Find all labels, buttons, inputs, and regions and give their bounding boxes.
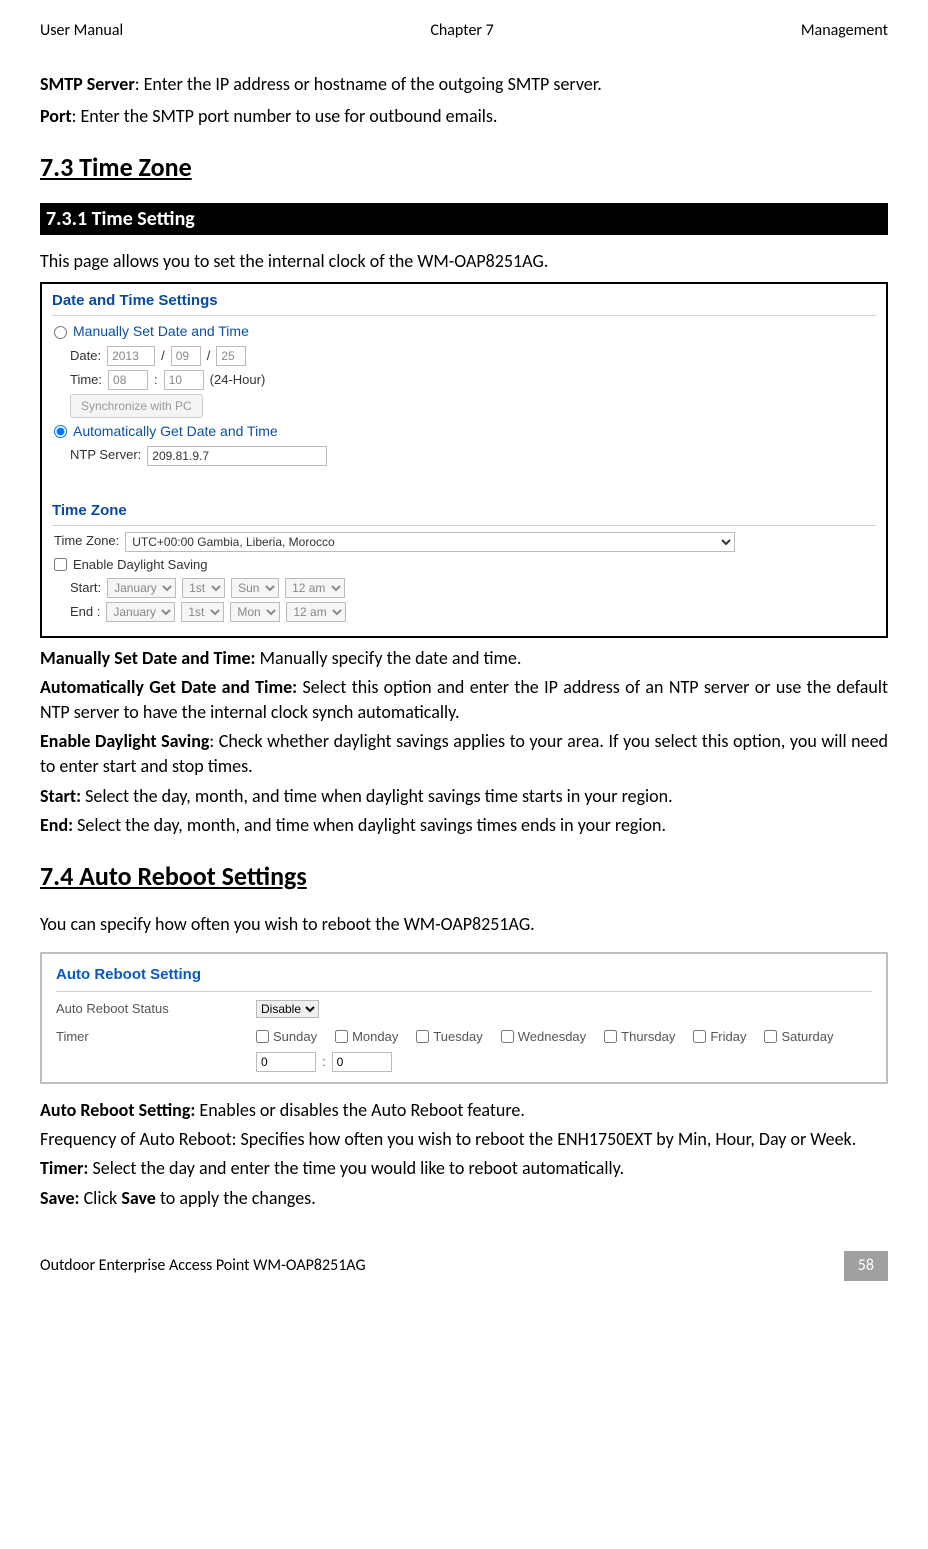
dst-start-day[interactable]: Sun [231, 578, 279, 598]
desc-dst: Enable Daylight Saving: Check whether da… [40, 729, 888, 779]
manual-radio[interactable] [54, 326, 67, 339]
auto-radio-row: Automatically Get Date and Time [52, 422, 876, 442]
date-day[interactable] [216, 346, 246, 366]
time-hour[interactable] [108, 370, 148, 390]
ntp-server-input[interactable] [147, 446, 327, 466]
tz-title: Time Zone [52, 500, 876, 526]
datetime-title: Date and Time Settings [52, 290, 876, 316]
manual-radio-label: Manually Set Date and Time [73, 322, 249, 342]
dst-end-hour[interactable]: 12 am [286, 602, 346, 622]
smtp-port-text: : Enter the SMTP port number to use for … [72, 105, 498, 127]
desc-freq: Frequency of Auto Reboot: Specifies how … [40, 1127, 888, 1152]
dst-start-row: Start: January 1st Sun 12 am [52, 578, 876, 598]
sync-row: Synchronize with PC [52, 394, 876, 418]
day-thursday[interactable] [604, 1030, 617, 1043]
time-label: Time: [70, 371, 102, 389]
dst-label: Enable Daylight Saving [73, 556, 207, 574]
subsection-7-3-1: 7.3.1 Time Setting [40, 203, 888, 235]
desc-end: End: Select the day, month, and time whe… [40, 813, 888, 838]
ar-title: Auto Reboot Setting [56, 964, 872, 992]
auto-radio-label: Automatically Get Date and Time [73, 422, 278, 442]
intro-7-3-1: This page allows you to set the internal… [40, 249, 888, 274]
ntp-label: NTP Server: [70, 446, 141, 464]
day-friday[interactable] [693, 1030, 706, 1043]
time-row: Time: : (24-Hour) [52, 370, 876, 390]
auto-radio[interactable] [54, 425, 67, 438]
date-label: Date: [70, 347, 101, 365]
smtp-server-text: : Enter the IP address or hostname of th… [135, 73, 602, 95]
dst-start-hour[interactable]: 12 am [285, 578, 345, 598]
dst-checkbox[interactable] [54, 558, 67, 571]
page-header: User Manual Chapter 7 Management [40, 20, 888, 42]
day-monday[interactable] [335, 1030, 348, 1043]
smtp-server-label: SMTP Server [40, 73, 135, 95]
day-tuesday[interactable] [416, 1030, 429, 1043]
dst-end-week[interactable]: 1st [181, 602, 224, 622]
manual-radio-row: Manually Set Date and Time [52, 322, 876, 342]
date-year[interactable] [107, 346, 155, 366]
date-month[interactable] [171, 346, 201, 366]
ar-time-m[interactable] [332, 1052, 392, 1072]
time-suffix: (24-Hour) [210, 371, 266, 389]
section-7-4: 7.4 Auto Reboot Settings [40, 858, 888, 894]
desc-ars: Auto Reboot Setting: Enables or disables… [40, 1098, 888, 1123]
ar-status-label: Auto Reboot Status [56, 1000, 256, 1018]
day-sunday[interactable] [256, 1030, 269, 1043]
time-min[interactable] [164, 370, 204, 390]
header-left: User Manual [40, 20, 123, 42]
page-footer: Outdoor Enterprise Access Point WM-OAP82… [40, 1251, 888, 1281]
day-wednesday[interactable] [501, 1030, 514, 1043]
ar-status-select[interactable]: Disable [256, 1000, 319, 1018]
desc-auto: Automatically Get Date and Time: Select … [40, 675, 888, 725]
dst-end-label: End : [70, 603, 100, 621]
ar-timer-label: Timer [56, 1028, 256, 1072]
section-7-3: 7.3 Time Zone [40, 149, 888, 185]
smtp-port-label: Port [40, 105, 72, 127]
dst-end-day[interactable]: Mon [230, 602, 280, 622]
ar-time-h[interactable] [256, 1052, 316, 1072]
desc-start: Start: Select the day, month, and time w… [40, 784, 888, 809]
tz-select[interactable]: UTC+00:00 Gambia, Liberia, Morocco [125, 532, 735, 552]
smtp-server-para: SMTP Server: Enter the IP address or hos… [40, 72, 888, 97]
dst-start-label: Start: [70, 579, 101, 597]
date-row: Date: / / [52, 346, 876, 366]
tz-row: Time Zone: UTC+00:00 Gambia, Liberia, Mo… [52, 532, 876, 552]
desc-save: Save: Click Save to apply the changes. [40, 1186, 888, 1211]
dst-end-month[interactable]: January [106, 602, 175, 622]
ntp-row: NTP Server: [52, 446, 876, 466]
header-right: Management [801, 20, 888, 42]
day-saturday[interactable] [764, 1030, 777, 1043]
auto-reboot-screenshot: Auto Reboot Setting Auto Reboot Status D… [40, 952, 888, 1084]
page-number: 58 [844, 1251, 888, 1281]
desc-timer: Timer: Select the day and enter the time… [40, 1156, 888, 1181]
datetime-screenshot: Date and Time Settings Manually Set Date… [40, 282, 888, 637]
footer-left: Outdoor Enterprise Access Point WM-OAP82… [40, 1255, 366, 1277]
intro-7-4: You can specify how often you wish to re… [40, 912, 888, 937]
dst-row: Enable Daylight Saving [52, 556, 876, 574]
smtp-port-para: Port: Enter the SMTP port number to use … [40, 104, 888, 129]
sync-pc-button[interactable]: Synchronize with PC [70, 394, 203, 418]
dst-start-month[interactable]: January [107, 578, 176, 598]
tz-label: Time Zone: [54, 532, 119, 550]
dst-start-week[interactable]: 1st [182, 578, 225, 598]
dst-end-row: End : January 1st Mon 12 am [52, 602, 876, 622]
desc-manual: Manually Set Date and Time: Manually spe… [40, 646, 888, 671]
header-center: Chapter 7 [430, 20, 493, 42]
ar-days: Sunday Monday Tuesday Wednesday Thursday… [256, 1028, 872, 1046]
